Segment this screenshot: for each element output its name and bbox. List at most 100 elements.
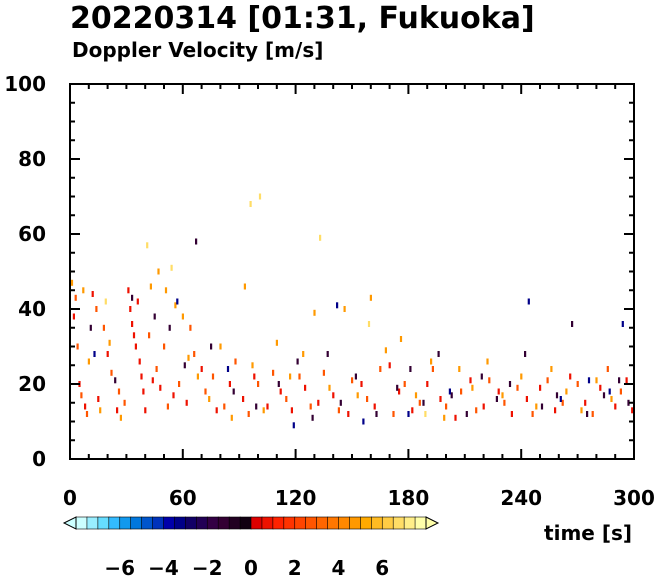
colorbar-cell: [86, 516, 99, 530]
data-point: [166, 403, 169, 410]
data-point: [193, 351, 196, 357]
chart-subtitle: Doppler Velocity [m/s]: [72, 38, 323, 62]
data-point: [114, 377, 117, 384]
data-point: [621, 321, 624, 327]
data-point: [251, 362, 254, 369]
data-point: [279, 388, 282, 395]
data-point: [527, 298, 530, 305]
data-point: [336, 302, 339, 309]
data-point: [460, 388, 463, 395]
data-point: [465, 411, 468, 417]
data-point: [388, 362, 391, 369]
data-point: [102, 324, 105, 331]
colorbar-cell: [403, 516, 416, 530]
data-point: [439, 396, 442, 402]
data-point: [501, 392, 504, 399]
x-tick-label: 240: [500, 486, 542, 510]
data-point: [347, 411, 350, 417]
data-point: [189, 324, 192, 331]
data-point: [144, 407, 147, 414]
colorbar-cell: [152, 516, 165, 530]
colorbar-tick-label: 6: [375, 556, 389, 577]
data-point: [170, 264, 173, 271]
data-point: [258, 193, 262, 200]
x-tick-label: 0: [63, 486, 77, 510]
data-point: [153, 313, 156, 320]
data-point: [550, 366, 553, 372]
data-point: [272, 369, 275, 376]
colorbar-tick-label: −2: [192, 556, 223, 577]
data-point: [497, 388, 500, 395]
data-point: [524, 351, 527, 357]
colorbar-cell: [141, 516, 154, 530]
colorbar-cell: [294, 516, 307, 530]
colorbar-tick-labels: −6 −4 −2 0 2 4 6: [104, 556, 389, 577]
colorbar-cell: [163, 516, 176, 530]
data-point: [242, 396, 245, 402]
data-point: [230, 414, 233, 421]
data-point: [80, 392, 83, 399]
colorbar-cell: [185, 516, 197, 530]
data-point: [369, 294, 372, 301]
data-point: [602, 392, 606, 399]
data-point: [565, 388, 568, 395]
data-point: [298, 373, 301, 380]
colorbar-cell: [108, 516, 121, 530]
data-point: [313, 309, 316, 316]
data-point: [159, 384, 162, 391]
data-point: [234, 358, 237, 365]
data-point: [302, 351, 305, 357]
data-point: [580, 407, 583, 414]
data-point: [471, 384, 474, 391]
data-point: [625, 377, 628, 384]
data-point: [228, 381, 231, 387]
data-point: [127, 287, 130, 294]
data-point: [430, 358, 433, 365]
data-point: [219, 343, 222, 350]
data-point: [587, 377, 591, 384]
data-point: [445, 403, 448, 410]
data-point: [151, 377, 154, 384]
data-point: [503, 399, 506, 406]
data-points: [70, 193, 634, 429]
data-point: [610, 396, 613, 402]
data-point: [187, 354, 190, 361]
data-point: [414, 392, 418, 399]
data-point: [85, 411, 89, 417]
data-point: [576, 381, 579, 387]
data-point: [215, 407, 218, 414]
x-tick-label: 180: [388, 486, 430, 510]
data-point: [74, 294, 77, 301]
data-point: [631, 407, 634, 414]
data-point: [97, 396, 100, 402]
data-point: [82, 287, 85, 294]
data-point: [211, 373, 215, 380]
x-tick-label: 60: [169, 486, 197, 510]
data-point: [131, 294, 134, 301]
data-point: [172, 392, 175, 399]
data-point: [326, 351, 329, 357]
data-point: [99, 407, 102, 414]
y-tick-labels: 0 20 40 60 80 100: [4, 72, 46, 471]
data-point: [243, 283, 246, 290]
data-point: [356, 392, 359, 399]
data-point: [204, 388, 207, 395]
y-tick-label: 20: [18, 372, 46, 396]
colorbar-cell: [261, 516, 274, 530]
data-point: [292, 422, 295, 429]
data-point: [181, 313, 184, 320]
data-point: [117, 388, 121, 395]
data-point: [599, 384, 602, 391]
colorbar-cell: [338, 516, 351, 530]
data-point: [332, 392, 335, 399]
data-point: [285, 396, 288, 402]
data-point: [535, 403, 538, 410]
data-point: [443, 414, 446, 421]
data-point: [619, 388, 622, 395]
data-point: [148, 332, 151, 339]
data-point: [586, 411, 589, 417]
data-point: [354, 373, 357, 380]
data-point: [398, 388, 401, 395]
colorbar-cell: [250, 516, 263, 530]
data-point: [591, 411, 594, 417]
